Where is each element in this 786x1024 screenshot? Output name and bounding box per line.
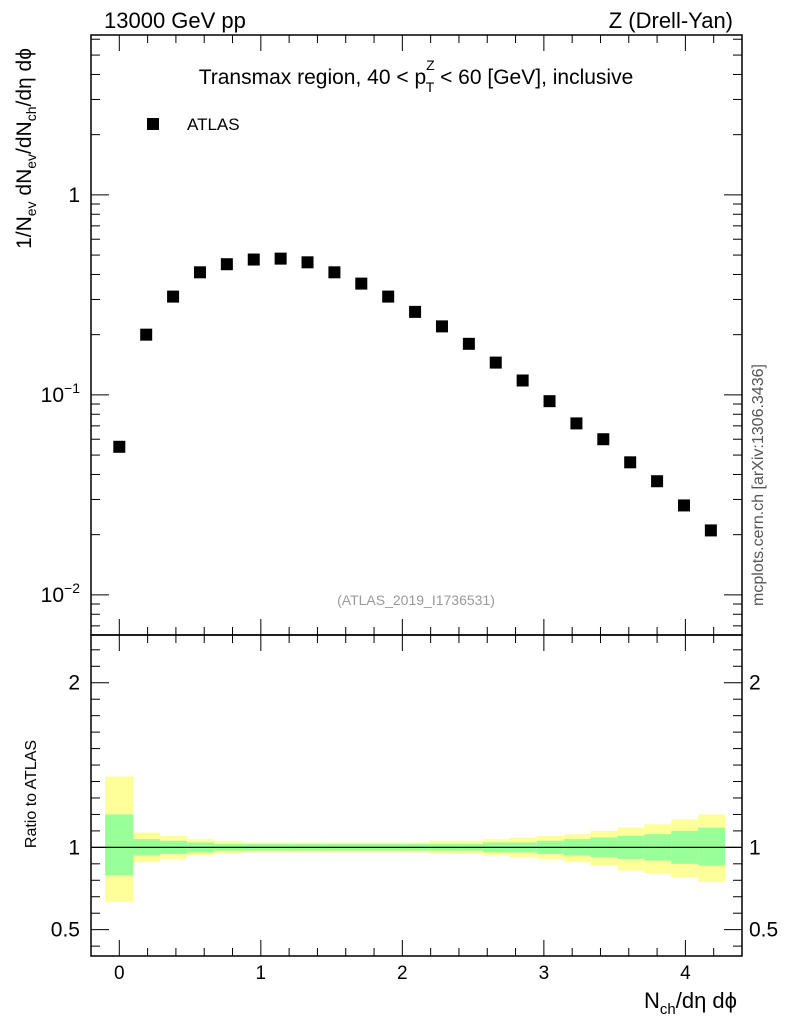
data-point <box>193 266 206 279</box>
ratio-y-tick-label: 2 <box>68 672 80 695</box>
data-point <box>409 305 422 318</box>
analysis-watermark: (ATLAS_2019_I1736531) <box>337 592 495 608</box>
header-left: 13000 GeV pp <box>104 8 246 33</box>
main-plot-ylabel: 1/Nev dNev/dNch/dη dϕ <box>13 48 39 249</box>
ratio-ylabel: Ratio to ATLAS <box>23 740 40 848</box>
main-plot-title: Transmax region, 40 < pZ T < 60 [GeV], in… <box>199 57 634 95</box>
data-point <box>597 433 610 446</box>
header-right: Z (Drell-Yan) <box>609 8 733 33</box>
data-point <box>516 374 529 387</box>
main-plot-panel: 10−2 10−1 1 Transmax region, 40 < pZ T < 60… <box>13 34 743 636</box>
ratio-y-tick-label: 0.5 <box>51 919 80 942</box>
data-point <box>355 277 368 290</box>
ratio-y-tick-label-right: 2 <box>749 672 761 695</box>
data-point <box>677 499 690 512</box>
x-tick-label: 3 <box>539 963 550 984</box>
data-point <box>489 356 502 369</box>
data-point <box>220 258 233 271</box>
ratio-bands <box>105 776 726 902</box>
ratio-y-tick-label: 1 <box>68 836 80 859</box>
data-point <box>651 475 664 488</box>
x-tick-label: 2 <box>397 963 408 984</box>
ratio-y-tick-label-right: 1 <box>749 836 761 859</box>
data-point <box>435 320 448 333</box>
x-tick-label: 1 <box>256 963 267 984</box>
ratio-green-band <box>698 827 726 866</box>
data-point <box>274 252 287 265</box>
data-point <box>382 290 395 303</box>
ratio-plot-frame <box>90 634 743 957</box>
x-tick-label: 4 <box>680 963 691 984</box>
ratio-green-band <box>105 814 134 876</box>
data-point <box>570 417 583 430</box>
data-point <box>543 395 556 408</box>
data-point <box>462 337 475 350</box>
side-label: mcplots.cern.ch [arXiv:1306.3436] <box>750 364 767 606</box>
data-point <box>624 456 637 469</box>
data-point <box>113 440 126 453</box>
ratio-panel: 0 1 2 3 4 0.5 0.5 1 1 2 2 Ratio to ATLAS Nch/dη dϕ <box>23 634 778 1018</box>
data-point <box>167 290 180 303</box>
ratio-plot-ticks: 0 1 2 3 4 0.5 0.5 1 1 2 2 <box>51 635 778 984</box>
ratio-xlabel: Nch/dη dϕ <box>644 988 737 1018</box>
main-plot-ticks: 10−2 10−1 1 <box>41 35 743 635</box>
x-tick-label: 0 <box>114 963 125 984</box>
legend-label: ATLAS <box>187 115 240 134</box>
data-point <box>247 253 260 266</box>
ratio-y-tick-label-right: 0.5 <box>749 919 778 942</box>
data-point <box>301 256 314 269</box>
data-point <box>328 266 341 279</box>
data-point <box>140 328 153 341</box>
y-tick-label: 1 <box>68 184 80 207</box>
main-plot-points <box>113 252 717 537</box>
legend-marker <box>147 118 159 130</box>
y-tick-label: 10−2 <box>41 580 81 607</box>
data-point <box>704 524 717 537</box>
y-tick-label: 10−1 <box>41 380 81 407</box>
